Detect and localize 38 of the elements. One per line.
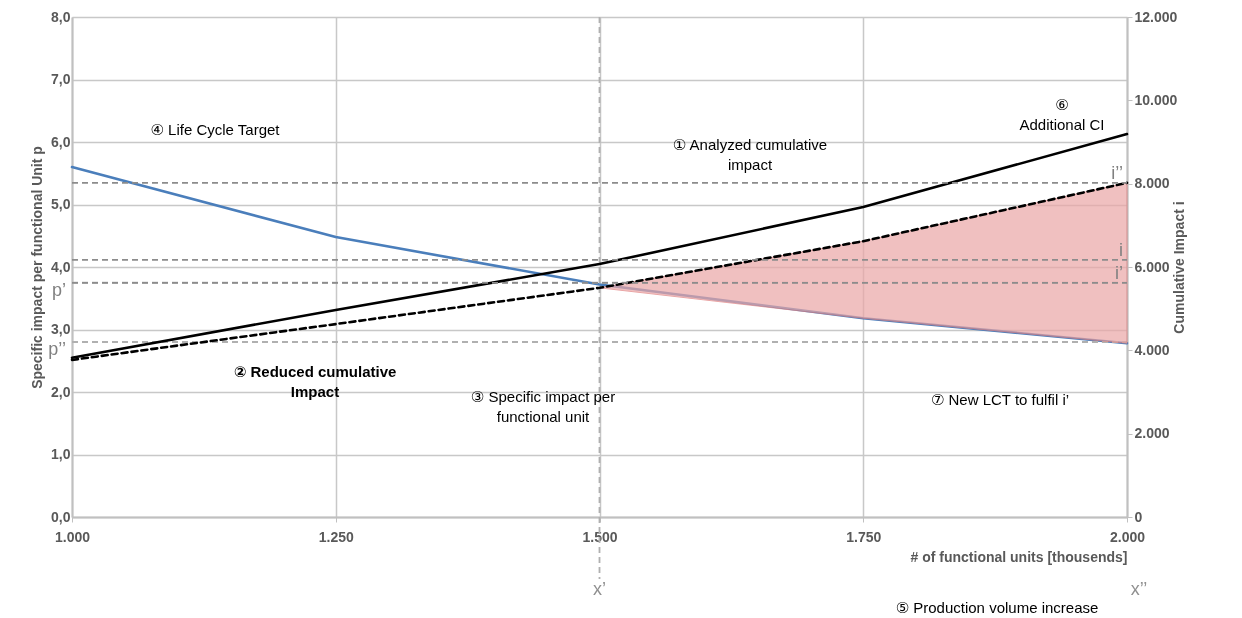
annotation: ⑦ New LCT to fulfil i’	[930, 391, 1070, 408]
y-tick-label: 7,0	[51, 71, 71, 87]
y2-tick-label: 10.000	[1134, 91, 1178, 108]
y2-axis-title: Cumulative Impact i	[1171, 201, 1188, 334]
ref-line-label: i’	[1115, 262, 1123, 283]
annotation: ④ Life Cycle Target	[150, 121, 281, 138]
y2-tick-label: 4.000	[1134, 341, 1170, 358]
y2-tick-label: 0	[1134, 508, 1143, 525]
ref-line-label: i	[1119, 239, 1123, 260]
y-tick-label: 4,0	[51, 258, 71, 275]
y2-tick-label: 6.000	[1134, 258, 1170, 275]
x-tick-label: 1.250	[318, 528, 354, 545]
y-tick-label: 8,0	[51, 8, 71, 25]
y2-tick-label: 12.000	[1134, 8, 1178, 25]
y-axis-title: Specific impact per functional Unit p	[29, 146, 46, 389]
y2-tick-label: 2.000	[1134, 425, 1170, 442]
x-tick-label: 1.000	[54, 528, 91, 545]
text: ⑤ Production volume increase	[895, 599, 1099, 616]
y-tick-label: 2,0	[51, 383, 71, 400]
x-tick-label: 1.500	[582, 528, 618, 545]
ref-line-label: p’	[51, 279, 66, 300]
annotation: ② Reduced cumulative Impact	[233, 363, 397, 400]
annotation: ① Analyzed cumulative impact	[672, 136, 828, 173]
x-tick-label: 2.000	[1109, 528, 1146, 545]
annotation: ③ Specific impact per functional unit	[470, 388, 616, 425]
text: x’’	[1130, 579, 1148, 599]
y-tick-label: 3,0	[51, 321, 71, 337]
y2-tick-label: 8.000	[1134, 175, 1170, 192]
x-axis-title: # of functional units [thousends]	[910, 548, 1128, 565]
ref-line-label: x’	[593, 579, 606, 599]
ref-line-label: p’’	[48, 339, 66, 359]
y-tick-label: 0,0	[51, 508, 71, 525]
y-tick-label: 5,0	[51, 196, 71, 212]
annotation: ⑥ Additional CI	[1019, 96, 1105, 133]
y-tick-label: 1,0	[51, 446, 71, 462]
ref-line-label: i’’	[1111, 162, 1123, 183]
x-tick-label: 1.750	[846, 528, 882, 545]
y-tick-label: 6,0	[51, 133, 71, 150]
